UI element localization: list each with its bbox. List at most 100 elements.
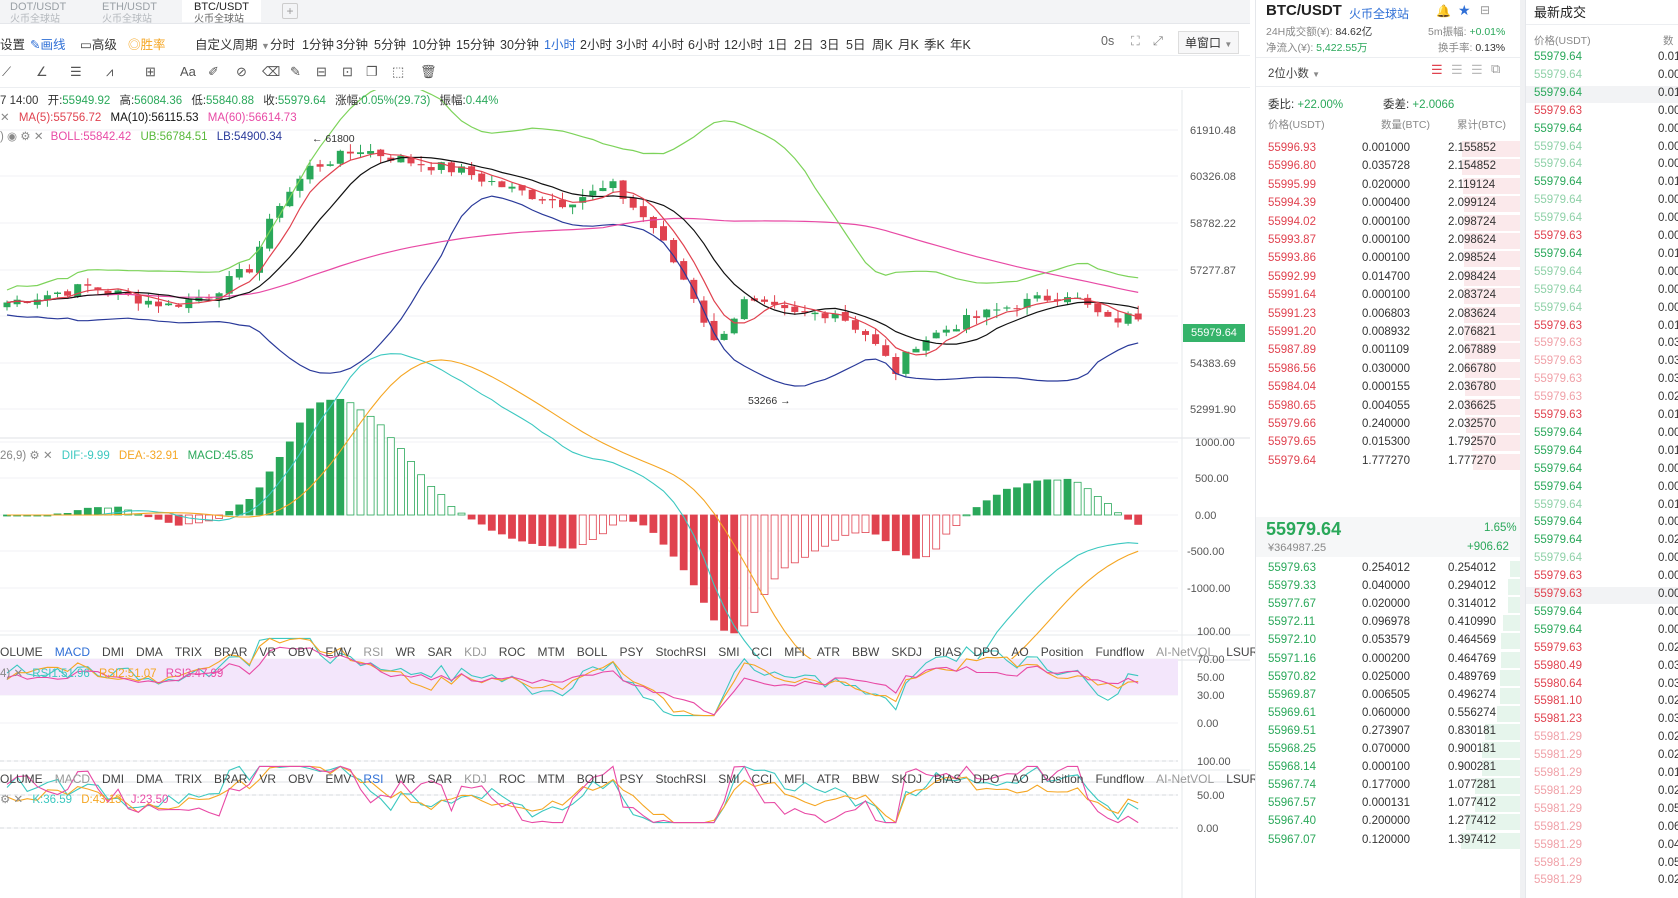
period-6[interactable]: 30分钟: [500, 38, 539, 52]
bid-row[interactable]: 55968.25 0.070000 0.900181: [1256, 741, 1521, 759]
close-icon[interactable]: ✕: [0, 112, 10, 124]
period-16[interactable]: 5日: [846, 38, 866, 52]
indicator-tab-lsur[interactable]: LSUR: [1226, 645, 1259, 659]
indicator-tab-olume[interactable]: OLUME: [0, 772, 43, 786]
indicator-tab-position[interactable]: Position: [1040, 772, 1084, 786]
indicator-tab-mtm[interactable]: MTM: [537, 645, 565, 659]
depth-both-icon[interactable]: ☰: [1431, 62, 1443, 77]
add-tab-button[interactable]: +: [282, 3, 298, 19]
ask-row[interactable]: 55992.99 0.014700 2.098424: [1256, 269, 1521, 287]
parallel-lines-icon[interactable]: ☰: [70, 64, 82, 79]
indicator-tab-brar[interactable]: BRAR: [214, 645, 248, 659]
decimals-dropdown[interactable]: 2位小数 ▼: [1268, 68, 1321, 80]
period-0[interactable]: 分时: [270, 38, 296, 52]
indicator-tab-mtm[interactable]: MTM: [537, 772, 565, 786]
indicator-tab-bbw[interactable]: BBW: [852, 772, 880, 786]
indicator-tab-fundflow[interactable]: Fundflow: [1095, 645, 1145, 659]
indicator-tab-bias[interactable]: BIAS: [934, 772, 962, 786]
indicator-tab-boll[interactable]: BOLL: [576, 772, 608, 786]
period-1[interactable]: 1分钟: [302, 38, 334, 52]
indicator-tab-macd[interactable]: MACD: [54, 645, 91, 659]
indicator-tab-skdj[interactable]: SKDJ: [891, 772, 923, 786]
expand-icon[interactable]: ⤢: [1153, 34, 1164, 48]
bid-row[interactable]: 55969.87 0.006505 0.496274: [1256, 687, 1521, 705]
indicator-tab-smi[interactable]: SMI: [718, 772, 740, 786]
period-9[interactable]: 3小时: [616, 38, 648, 52]
bid-row[interactable]: 55968.14 0.000100 0.900281: [1256, 759, 1521, 777]
indicator-tab-psy[interactable]: PSY: [619, 772, 644, 786]
indicator-tab-brar[interactable]: BRAR: [214, 772, 248, 786]
ask-row[interactable]: 55994.39 0.000400 2.099124: [1256, 195, 1521, 213]
bid-row[interactable]: 55979.63 0.254012 0.254012: [1256, 560, 1521, 578]
indicator-tab-wr[interactable]: WR: [395, 772, 416, 786]
indicator-tab-mfi[interactable]: MFI: [784, 772, 805, 786]
ask-row[interactable]: 55995.99 0.020000 2.119124: [1256, 177, 1521, 195]
advanced-button[interactable]: ▭高级: [80, 38, 117, 52]
eye-icon[interactable]: ◉: [7, 131, 18, 143]
indicator-tab-bbw[interactable]: BBW: [852, 645, 880, 659]
ask-row[interactable]: 55993.87 0.000100 2.098624: [1256, 232, 1521, 250]
tab-eth-usdt[interactable]: ETH/USDT 火币全球站: [102, 1, 157, 26]
bid-row[interactable]: 55970.82 0.025000 0.489769: [1256, 669, 1521, 687]
indicator-tab-cci[interactable]: CCI: [751, 645, 773, 659]
indicator-tab-rsi[interactable]: RSI: [363, 645, 384, 659]
screenshot-icon[interactable]: ⬚: [392, 64, 405, 79]
indicator-tab-kdj[interactable]: KDJ: [464, 772, 487, 786]
indicator-tab-stochrsi[interactable]: StochRSI: [655, 772, 707, 786]
period-11[interactable]: 6小时: [688, 38, 720, 52]
indicator-tab-cci[interactable]: CCI: [751, 772, 773, 786]
period-3[interactable]: 5分钟: [374, 38, 406, 52]
indicator-tab-atr[interactable]: ATR: [816, 772, 840, 786]
period-5[interactable]: 15分钟: [456, 38, 495, 52]
bid-row[interactable]: 55971.16 0.000200 0.464769: [1256, 651, 1521, 669]
ruler-icon[interactable]: ⊟: [316, 64, 327, 79]
period-13[interactable]: 1日: [768, 38, 788, 52]
indicator-tab-emv[interactable]: EMV: [325, 772, 352, 786]
ask-row[interactable]: 55993.86 0.000100 2.098524: [1256, 250, 1521, 268]
copy-icon[interactable]: ❐: [366, 64, 378, 79]
period-8[interactable]: 2小时: [580, 38, 612, 52]
bid-row[interactable]: 55969.61 0.060000 0.556274: [1256, 705, 1521, 723]
erase-icon[interactable]: ⌫: [262, 64, 281, 79]
indicator-tab-wr[interactable]: WR: [395, 645, 416, 659]
bid-row[interactable]: 55977.67 0.020000 0.314012: [1256, 596, 1521, 614]
tab-dot-usdt[interactable]: DOT/USDT 火币全球站: [10, 1, 67, 26]
popout-icon[interactable]: ⧉: [1491, 61, 1501, 76]
indicator-tab-ai-netvol[interactable]: AI-NetVOL: [1156, 772, 1215, 786]
bid-row[interactable]: 55967.07 0.120000 1.397412: [1256, 832, 1521, 850]
period-12[interactable]: 12小时: [724, 38, 763, 52]
indicator-tab-mfi[interactable]: MFI: [784, 645, 805, 659]
settings-button[interactable]: 设置: [0, 38, 26, 52]
period-7[interactable]: 1小时: [544, 38, 576, 52]
text-tool-icon[interactable]: Aa: [180, 64, 196, 79]
indicator-tab-boll[interactable]: BOLL: [576, 645, 608, 659]
indicator-tab-fundflow[interactable]: Fundflow: [1095, 772, 1145, 786]
indicator-tab-dma[interactable]: DMA: [136, 772, 163, 786]
close-icon[interactable]: ✕: [13, 668, 24, 680]
fullscreen-icon[interactable]: ⛶: [1131, 34, 1140, 48]
layout-icon[interactable]: ⊟: [1480, 3, 1491, 17]
bid-row[interactable]: 55967.40 0.200000 1.277412: [1256, 813, 1521, 831]
depth-sell-icon[interactable]: ☰: [1471, 62, 1483, 77]
indicator-tab-lsur[interactable]: LSUR: [1226, 772, 1259, 786]
star-icon[interactable]: ★: [1458, 2, 1471, 18]
period-14[interactable]: 2日: [794, 38, 814, 52]
ask-row[interactable]: 55991.20 0.008932 2.076821: [1256, 324, 1521, 342]
trendline-tool-icon[interactable]: ⟋: [2, 64, 12, 79]
magnet-icon[interactable]: ⊘: [236, 64, 247, 79]
angle-tool-icon[interactable]: ∠: [36, 64, 48, 79]
indicator-tab-emv[interactable]: EMV: [325, 645, 352, 659]
period-15[interactable]: 3日: [820, 38, 840, 52]
indicator-tab-ao[interactable]: AO: [1011, 772, 1029, 786]
indicator-tab-rsi[interactable]: RSI: [363, 772, 384, 786]
indicator-tab-dpo[interactable]: DPO: [973, 772, 1000, 786]
brush-icon[interactable]: ✐: [208, 64, 219, 79]
indicator-tab-obv[interactable]: OBV: [288, 772, 314, 786]
window-mode-dropdown[interactable]: 单窗口 ▼: [1178, 31, 1240, 54]
ask-row[interactable]: 55979.65 0.015300 1.792570: [1256, 434, 1521, 452]
trash-icon[interactable]: 🗑: [420, 64, 437, 79]
draw-button[interactable]: ✎画线: [30, 38, 66, 52]
bid-row[interactable]: 55967.57 0.000131 1.077412: [1256, 795, 1521, 813]
indicator-tab-position[interactable]: Position: [1040, 645, 1084, 659]
depth-buy-icon[interactable]: ☰: [1451, 62, 1463, 77]
